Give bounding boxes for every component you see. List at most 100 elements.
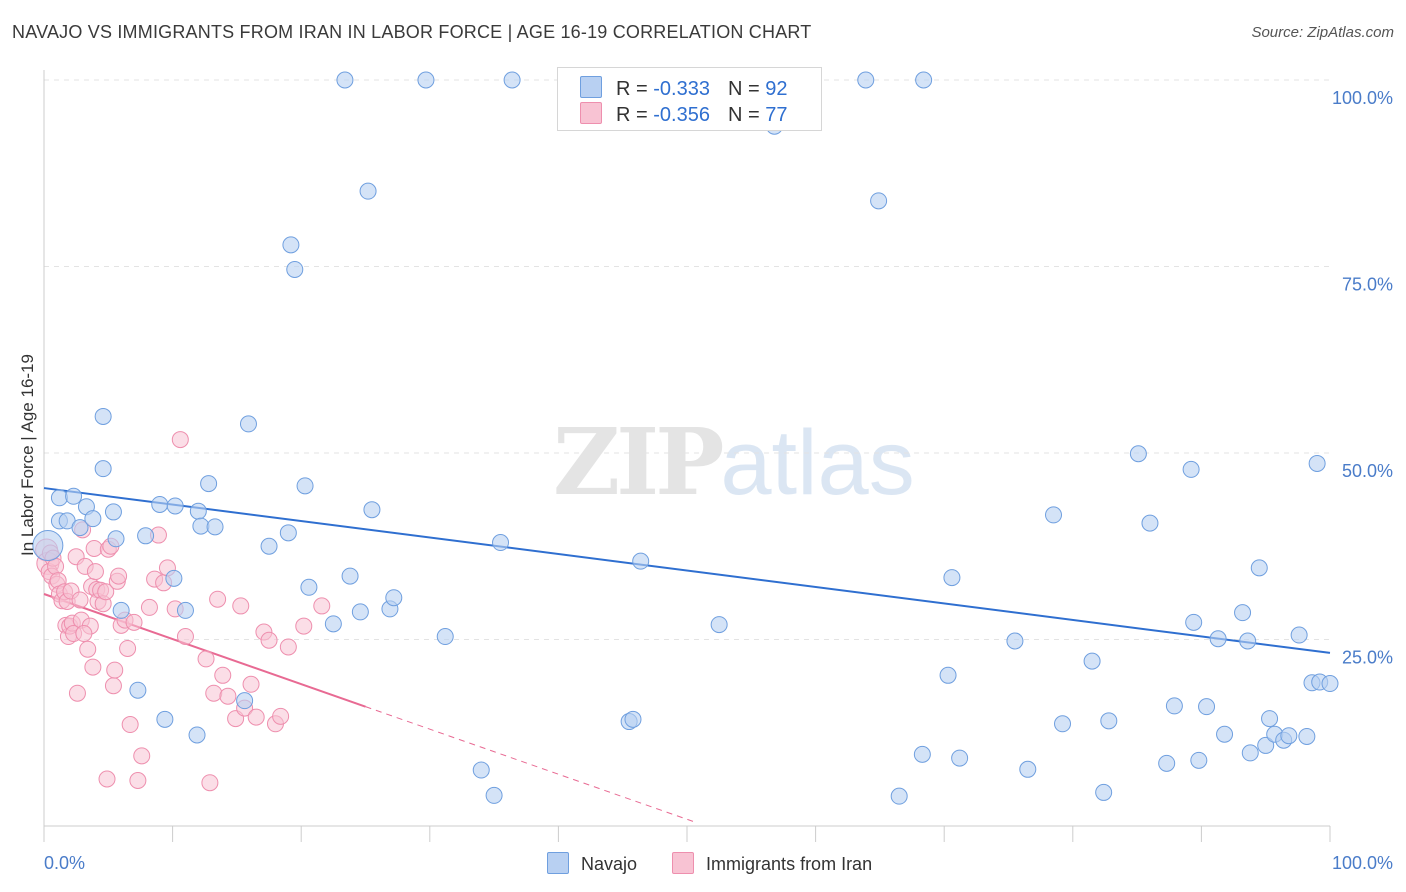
y-tick-label: 25.0% bbox=[1342, 648, 1393, 668]
point-navajo bbox=[32, 530, 64, 562]
point-iran bbox=[214, 666, 232, 684]
point-navajo bbox=[65, 487, 83, 505]
point-navajo bbox=[151, 495, 169, 513]
point-navajo bbox=[112, 601, 130, 619]
legend-n-label: N = bbox=[727, 104, 766, 126]
point-navajo bbox=[1083, 652, 1101, 670]
bottom-legend-label-navajo: Navajo bbox=[581, 854, 638, 874]
legend-n-value: 92 bbox=[765, 78, 788, 100]
legend-n-value: 77 bbox=[765, 104, 788, 126]
bottom-legend: Navajo Immigrants from Iran bbox=[547, 852, 902, 875]
point-navajo bbox=[1209, 630, 1227, 648]
point-iran bbox=[295, 617, 313, 635]
point-navajo bbox=[94, 407, 112, 425]
point-navajo bbox=[189, 502, 207, 520]
point-iran bbox=[84, 658, 102, 676]
point-navajo bbox=[236, 692, 254, 710]
bottom-legend-iran: Immigrants from Iran bbox=[672, 852, 872, 875]
point-iran bbox=[79, 640, 97, 658]
bottom-legend-navajo: Navajo bbox=[547, 852, 637, 875]
trend-line-navajo bbox=[43, 487, 1331, 654]
point-iran bbox=[176, 628, 194, 646]
point-iran bbox=[125, 613, 143, 631]
axes bbox=[43, 70, 1331, 842]
grid-lines bbox=[44, 79, 1330, 640]
legend-swatch-iran bbox=[580, 102, 602, 124]
point-navajo bbox=[1250, 559, 1268, 577]
point-iran bbox=[106, 661, 124, 679]
point-iran bbox=[272, 707, 290, 725]
point-navajo bbox=[1054, 715, 1072, 733]
x-tick-label: 0.0% bbox=[44, 853, 85, 873]
point-navajo bbox=[107, 530, 125, 548]
point-navajo bbox=[1045, 506, 1063, 524]
legend-r-value: -0.356 bbox=[653, 104, 710, 126]
point-navajo bbox=[260, 537, 278, 555]
point-navajo bbox=[913, 745, 931, 763]
legend-row-iran: R = -0.356 N = 77 bbox=[580, 102, 787, 126]
point-navajo bbox=[943, 569, 961, 587]
point-navajo bbox=[1006, 632, 1024, 650]
point-navajo bbox=[857, 71, 875, 89]
point-navajo bbox=[492, 534, 510, 552]
point-navajo bbox=[71, 519, 89, 537]
point-iran bbox=[313, 597, 331, 615]
x-tick-label: 100.0% bbox=[1332, 853, 1393, 873]
point-navajo bbox=[1290, 626, 1308, 644]
bottom-legend-label-iran: Immigrants from Iran bbox=[706, 854, 873, 874]
chart-title: NAVAJO VS IMMIGRANTS FROM IRAN IN LABOR … bbox=[12, 22, 812, 42]
point-iran bbox=[68, 684, 86, 702]
watermark-zip: ZIP bbox=[553, 408, 724, 516]
point-navajo bbox=[1234, 604, 1252, 622]
point-navajo bbox=[1129, 445, 1147, 463]
source-label: Source: ZipAtlas.com bbox=[1251, 24, 1394, 41]
point-navajo bbox=[165, 569, 183, 587]
point-iran bbox=[121, 716, 139, 734]
bottom-legend-swatch-navajo bbox=[547, 852, 569, 874]
legend-n-label: N = bbox=[727, 78, 766, 100]
point-navajo bbox=[1257, 736, 1275, 754]
point-navajo bbox=[485, 786, 503, 804]
point-navajo bbox=[188, 726, 206, 744]
point-navajo bbox=[1185, 613, 1203, 631]
point-iran bbox=[247, 708, 265, 726]
point-navajo bbox=[176, 601, 194, 619]
point-navajo bbox=[1095, 783, 1113, 801]
point-navajo bbox=[1239, 632, 1257, 650]
point-navajo bbox=[503, 71, 521, 89]
point-iran bbox=[201, 774, 219, 792]
tick-labels: 100.0% 75.0% 50.0% 25.0% 0.0% 100.0% bbox=[44, 88, 1393, 873]
point-navajo bbox=[1198, 698, 1216, 716]
legend-r-value: -0.333 bbox=[653, 78, 710, 100]
point-navajo bbox=[300, 578, 318, 596]
point-navajo bbox=[239, 415, 257, 433]
point-navajo bbox=[472, 761, 490, 779]
point-navajo bbox=[104, 503, 122, 521]
point-iran bbox=[242, 675, 260, 693]
legend: R = -0.333 N = 92 R = -0.356 N = 77 bbox=[557, 67, 822, 131]
y-axis-label: In Labor Force | Age 16-19 bbox=[18, 354, 37, 556]
point-navajo bbox=[1308, 454, 1326, 472]
point-navajo bbox=[1216, 725, 1234, 743]
point-navajo bbox=[1165, 697, 1183, 715]
point-iran bbox=[171, 431, 189, 449]
trend-lines bbox=[43, 487, 1331, 822]
point-navajo bbox=[206, 518, 224, 536]
point-iran bbox=[129, 771, 147, 789]
point-navajo bbox=[359, 182, 377, 200]
point-iran bbox=[98, 770, 116, 788]
point-navajo bbox=[50, 489, 68, 507]
point-navajo bbox=[1321, 675, 1339, 693]
point-navajo bbox=[324, 615, 342, 633]
point-iran bbox=[86, 563, 104, 581]
point-navajo bbox=[915, 71, 933, 89]
point-navajo bbox=[286, 260, 304, 278]
point-navajo bbox=[336, 71, 354, 89]
point-iran bbox=[133, 747, 151, 765]
point-navajo bbox=[1019, 760, 1037, 778]
point-navajo bbox=[1241, 744, 1259, 762]
y-tick-label: 100.0% bbox=[1332, 88, 1393, 108]
point-iran bbox=[232, 597, 250, 615]
point-iran bbox=[85, 539, 103, 557]
point-navajo bbox=[417, 71, 435, 89]
